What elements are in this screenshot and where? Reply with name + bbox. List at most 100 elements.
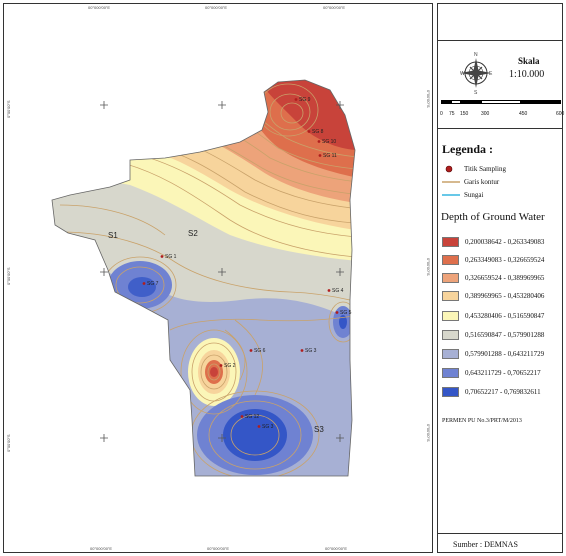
scale-num-450: 450 (519, 111, 528, 117)
sampling-point-label: SG 2 (224, 363, 236, 369)
class-label: 0,263349083 - 0,326659524 (465, 256, 545, 264)
depth-class-6: 0,516590847 - 0,579901288 (442, 329, 544, 341)
bottom-tick-1: 00°000'00"E (90, 546, 113, 551)
sampling-point (160, 255, 164, 258)
scale-num-75: 75 (449, 111, 455, 117)
compass-n: N (474, 52, 478, 58)
contour-line-icon (442, 177, 464, 187)
scale-num-600: 600 (556, 111, 565, 117)
right-tick-1: 0°00'00"S (426, 90, 431, 108)
north-arrow-icon (461, 58, 491, 88)
legend-label-contour: Garis kontur (464, 177, 500, 186)
sampling-point-label: SG 4 (332, 288, 344, 294)
sampling-point (317, 140, 321, 143)
sampling-point-label: SG 6 (254, 348, 266, 354)
legend-item-sampling: Titik Sampling (442, 163, 506, 174)
legend-item-river: Sungai (442, 189, 483, 200)
legend-title: Legenda : (442, 142, 493, 156)
sampling-point-label: SG 3 (305, 348, 317, 354)
scale-num-0: 0 (440, 111, 443, 117)
legend-panel (437, 3, 563, 553)
legend-label-sampling: Titik Sampling (464, 164, 506, 173)
depth-class-5: 0,453280406 - 0,516590847 (442, 310, 544, 322)
sampling-point (300, 349, 304, 352)
depth-class-8: 0,643211729 - 0,70652217 (442, 367, 541, 379)
depth-class-2: 0,263349083 - 0,326659524 (442, 254, 544, 266)
sampling-point (249, 349, 253, 352)
left-tick-1: 0°00'00"S (6, 100, 11, 118)
sampling-point-label: SG 7 (147, 281, 159, 287)
sampling-points: SG 9 SG 8 SG 10 SG 11 SG 1 SG 4 SG 5 SG 6 SG 2 SG… (142, 97, 352, 430)
sampling-point-label: SG 3 (262, 424, 274, 430)
grid-crosses (100, 101, 344, 442)
data-source: Sumber : DEMNAS (453, 540, 518, 549)
depth-class-9: 0,70652217 - 0,769832611 (442, 386, 541, 398)
sampling-point (307, 130, 311, 133)
right-tick-2: 0°00'00"S (426, 258, 431, 276)
region-label: S1 (108, 231, 118, 240)
regulation-note: PERMEN PU No.3/PRT/M/2013 (442, 418, 522, 424)
depth-class-1: 0,200038642 - 0,263349083 (442, 236, 544, 248)
class-swatch (442, 291, 459, 301)
depth-class-3: 0,326659524 - 0,389969965 (442, 272, 544, 284)
class-swatch (442, 387, 459, 397)
class-swatch (442, 349, 459, 359)
depth-class-7: 0,579901288 - 0,643211729 (442, 348, 544, 360)
right-tick-3: 0°00'00"S (426, 424, 431, 442)
panel-divider-bottom (438, 533, 562, 534)
sampling-point-label: SG 8 (312, 129, 324, 135)
bottom-tick-2: 00°000'00"E (207, 546, 230, 551)
class-label: 0,453280406 - 0,516590847 (465, 312, 545, 320)
compass-w: W (460, 71, 465, 77)
legend-label-river: Sungai (464, 190, 484, 199)
sampling-point (294, 98, 298, 101)
class-swatch (442, 330, 459, 340)
sampling-point (327, 289, 331, 292)
map-frame (3, 3, 433, 553)
sampling-point (142, 282, 146, 285)
sampling-point (257, 425, 261, 428)
class-swatch (442, 237, 459, 247)
sampling-point-label: SG 11 (323, 153, 337, 159)
scale-num-150: 150 (460, 111, 469, 117)
class-label: 0,389969965 - 0,453280406 (465, 292, 545, 300)
scale-ratio: 1:10.000 (509, 69, 545, 80)
scale-title: Skala (518, 56, 540, 66)
class-label: 0,516590847 - 0,579901288 (465, 331, 545, 339)
region-label: S2 (188, 229, 198, 238)
compass-s: S (474, 90, 478, 96)
region-label: S3 (314, 425, 324, 434)
sampling-point-label: SG 10 (322, 139, 336, 145)
sampling-point-label: SG 1 (165, 254, 177, 260)
depth-title: Depth of Ground Water (441, 211, 545, 223)
red-dot-icon (442, 164, 464, 174)
sampling-point (335, 311, 339, 314)
compass-e: E (489, 71, 493, 77)
class-label: 0,326659524 - 0,389969965 (465, 274, 545, 282)
sampling-point (219, 364, 223, 367)
sampling-point-label: SG 9 (299, 97, 311, 103)
class-swatch (442, 255, 459, 265)
river-line-icon (442, 190, 464, 200)
left-tick-3: 0°00'00"S (6, 434, 11, 452)
sampling-point (240, 415, 244, 418)
region-labels: S1 S2 S3 (108, 229, 324, 434)
sampling-point-label: SG 5 (340, 310, 352, 316)
top-tick-1: 00°000'00"E (88, 5, 111, 10)
study-area-boundary (51, 79, 356, 477)
scale-num-300: 300 (481, 111, 490, 117)
class-label: 0,70652217 - 0,769832611 (465, 388, 541, 396)
panel-divider-top (438, 40, 562, 41)
class-swatch (442, 311, 459, 321)
legend-item-contour: Garis kontur (442, 176, 499, 187)
class-label: 0,200038642 - 0,263349083 (465, 238, 545, 246)
scale-bar (441, 100, 563, 105)
left-tick-2: 0°00'00"S (6, 267, 11, 285)
top-tick-3: 00°000'00"E (323, 5, 346, 10)
class-label: 0,643211729 - 0,70652217 (465, 369, 541, 377)
bottom-tick-3: 00°000'00"E (325, 546, 348, 551)
top-tick-2: 00°000'00"E (205, 5, 228, 10)
class-label: 0,579901288 - 0,643211729 (465, 350, 545, 358)
sampling-point-label: SG 12 (245, 414, 259, 420)
